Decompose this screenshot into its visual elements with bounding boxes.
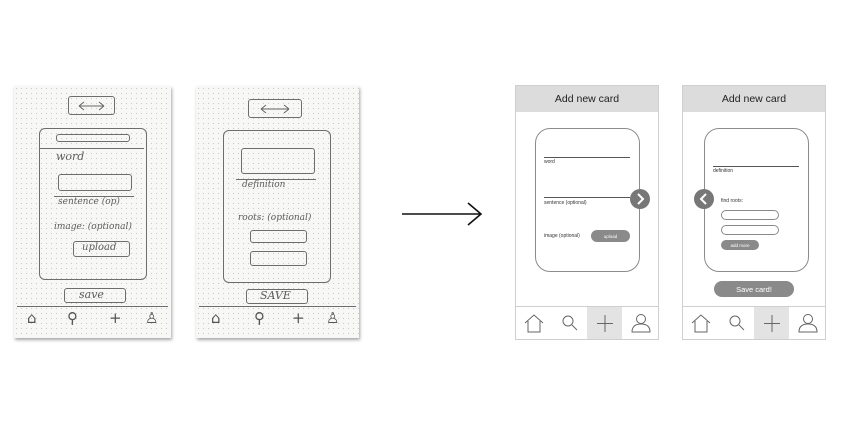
sketch-card	[223, 130, 331, 283]
sketch-top-arrow-box	[248, 99, 302, 118]
word-label: word	[544, 159, 555, 165]
sketch-home-icon: ⌂	[27, 309, 37, 327]
root-input-2[interactable]	[721, 225, 779, 235]
sketch-definition-field	[241, 148, 315, 174]
sketch-add-icon: +	[109, 309, 122, 327]
sketch-divider	[40, 148, 144, 149]
sketch-save-button	[64, 288, 126, 303]
definition-input-line[interactable]	[713, 166, 799, 167]
sketch-nav-bar: ⌂ ⚲ + ♙	[17, 306, 168, 335]
sketch-upload-label: upload	[82, 242, 117, 253]
sketch-nav-bar: ⌂ ⚲ + ♙	[199, 306, 356, 335]
nav-home[interactable]	[516, 307, 551, 339]
find-roots-label: find roots:	[721, 198, 743, 204]
new-card-front: word sentence (optional) image (optional…	[535, 128, 640, 272]
sketch-word-label: word	[56, 150, 85, 163]
sketch-roots-label: roots: (optional)	[238, 213, 312, 223]
sketch-root-field-2	[250, 251, 307, 266]
sketch-sheet-word: word sentence (op) image: (optional) upl…	[14, 86, 171, 338]
sketch-word-field	[56, 134, 130, 142]
sketch-sentence-field	[58, 174, 132, 191]
root-input-1[interactable]	[721, 210, 779, 220]
sketch-upload-button	[73, 241, 130, 257]
image-label: image (optional)	[544, 233, 580, 239]
save-card-button[interactable]: Save card!	[714, 281, 794, 297]
add-icon	[764, 315, 780, 332]
sketch-divider	[54, 196, 134, 197]
sketch-divider	[236, 179, 316, 180]
sketch-profile-icon: ♙	[326, 309, 340, 327]
nav-profile[interactable]	[623, 307, 658, 339]
sketch-profile-icon: ♙	[145, 309, 159, 327]
upload-button[interactable]: upload	[591, 230, 630, 242]
chevron-right-icon	[637, 193, 645, 205]
wireframe-add-card-definition: Add new card definition find roots: add …	[682, 85, 826, 340]
sketch-swap-arrow-icon	[78, 101, 105, 111]
nav-search[interactable]	[552, 307, 587, 339]
sketch-image-label: image: (optional)	[54, 222, 132, 232]
sketch-home-icon: ⌂	[211, 309, 221, 327]
nav-home[interactable]	[683, 307, 718, 339]
sketch-card	[39, 128, 147, 280]
sentence-input-line[interactable]	[544, 197, 630, 198]
sketch-save-label: SAVE	[260, 289, 291, 302]
search-icon	[729, 315, 745, 331]
home-icon	[691, 314, 711, 333]
search-icon	[562, 315, 578, 331]
add-icon	[597, 315, 613, 332]
sketch-add-icon: +	[292, 309, 305, 327]
chevron-left-icon	[699, 193, 707, 205]
new-card-back: definition find roots: add more	[704, 128, 809, 272]
word-input-line[interactable]	[544, 157, 630, 158]
nav-add[interactable]	[587, 307, 622, 339]
bottom-nav-bar	[683, 306, 825, 339]
screen-title: Add new card	[516, 86, 658, 112]
nav-search[interactable]	[719, 307, 754, 339]
sketch-top-arrow-box	[68, 96, 115, 115]
add-more-button[interactable]: add more	[721, 240, 759, 250]
nav-add[interactable]	[754, 307, 789, 339]
next-side-button[interactable]	[630, 189, 650, 209]
sketch-search-icon: ⚲	[254, 309, 265, 327]
home-icon	[524, 314, 544, 333]
sketch-save-button	[246, 289, 308, 304]
bottom-nav-bar	[516, 306, 658, 339]
profile-icon	[631, 314, 651, 333]
sketch-sheet-definition: definition roots: (optional) SAVE ⌂ ⚲ + …	[196, 86, 359, 338]
profile-icon	[798, 314, 818, 333]
nav-profile[interactable]	[790, 307, 825, 339]
sentence-label: sentence (optional)	[544, 200, 587, 206]
sketch-swap-arrow-icon	[260, 104, 290, 114]
wireframe-add-card-word: Add new card word sentence (optional) im…	[515, 85, 659, 340]
sketch-save-label: save	[79, 288, 104, 301]
previous-side-button[interactable]	[694, 189, 714, 209]
sketch-search-icon: ⚲	[67, 309, 78, 327]
transition-arrow-icon	[402, 202, 483, 226]
screen-title: Add new card	[683, 86, 825, 112]
sketch-sentence-label: sentence (op)	[58, 197, 120, 207]
sketch-root-field-1	[250, 230, 307, 243]
definition-label: definition	[713, 168, 734, 174]
sketch-definition-label: definition	[242, 180, 286, 190]
